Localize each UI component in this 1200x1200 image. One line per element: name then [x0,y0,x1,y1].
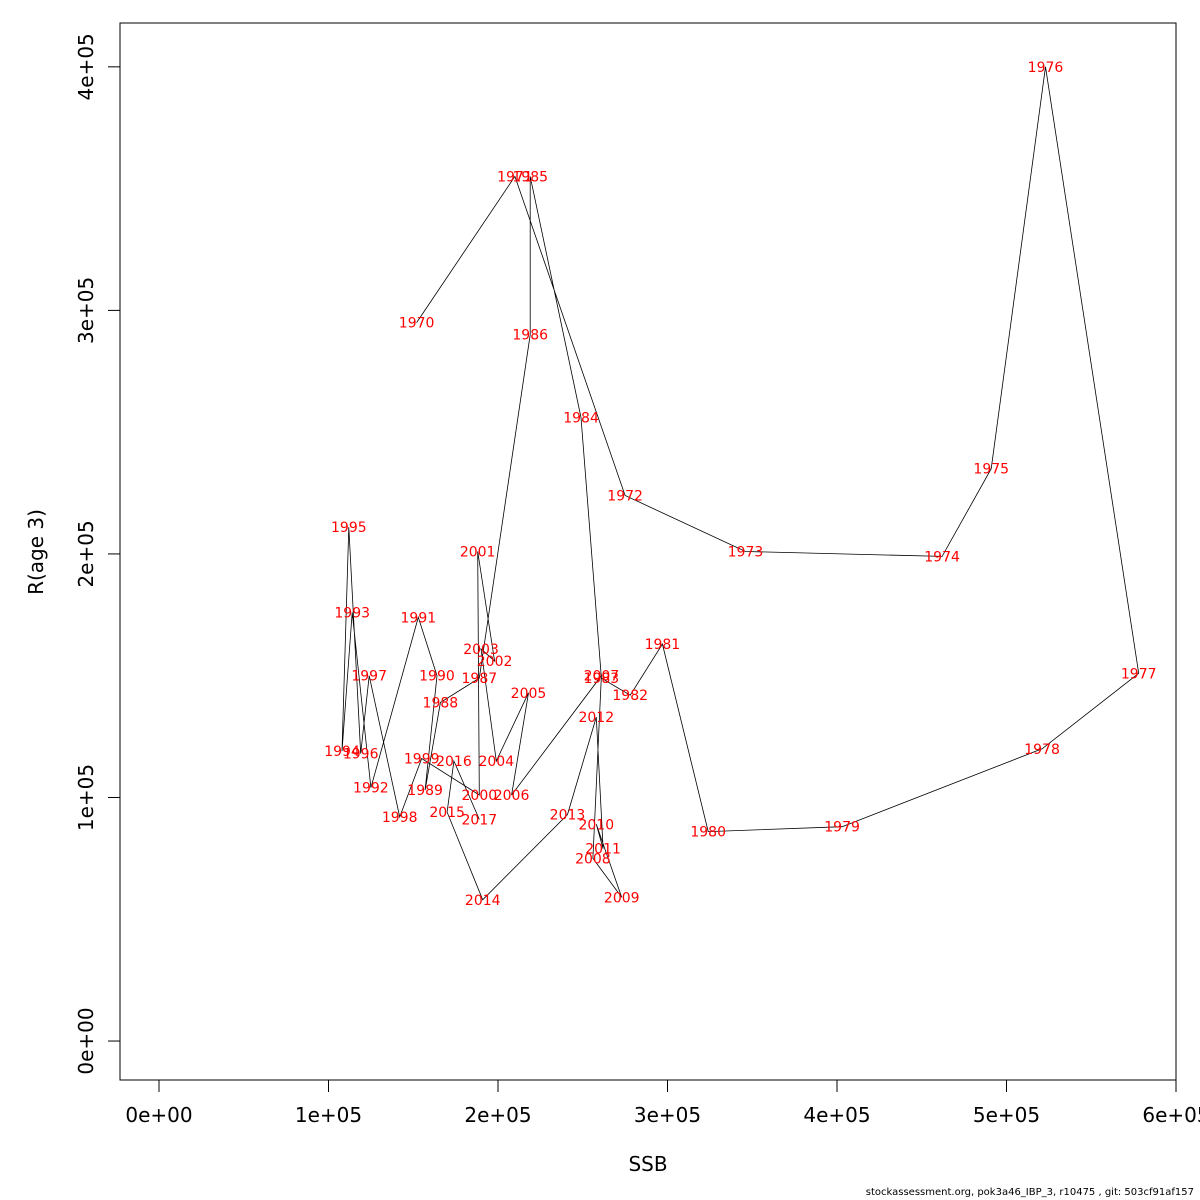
year-label: 1987 [462,671,498,687]
year-label: 2000 [462,788,498,804]
x-tick-label: 3e+05 [634,1103,701,1127]
year-label: 2001 [460,545,496,561]
year-label: 1998 [382,810,418,826]
year-label: 1997 [351,669,387,685]
x-tick-label: 2e+05 [464,1103,531,1127]
year-label: 2014 [465,893,501,909]
year-label: 1977 [1121,666,1157,682]
year-label: 2012 [578,710,614,726]
y-axis-title: R(age 3) [24,509,48,595]
y-tick-label: 3e+05 [74,277,98,344]
year-label: 1990 [419,669,455,685]
year-label: 1971 [497,169,533,185]
year-label: 1995 [331,520,367,536]
series-line [341,66,1140,901]
y-tick-label: 2e+05 [74,520,98,587]
year-label: 1973 [728,545,764,561]
y-tick-label: 0e+00 [74,1007,98,1074]
year-label: 1988 [423,696,459,712]
year-label: 1985 [512,169,548,185]
x-tick-label: 0e+00 [125,1103,192,1127]
year-label: 1976 [1028,60,1064,76]
x-tick-label: 1e+05 [295,1103,362,1127]
year-label: 2005 [511,686,547,702]
year-label: 1981 [645,637,681,653]
footer-credit: stockassessment.org, pok3a46_IBP_3, r104… [865,1187,1194,1198]
plot-frame [119,22,1177,1081]
year-label: 2015 [429,805,465,821]
year-label: 1974 [924,549,960,565]
year-label: 2009 [604,890,640,906]
y-tick-label: 4e+05 [74,33,98,100]
year-label: 2013 [550,808,586,824]
year-label: 2008 [575,851,611,867]
year-label: 1979 [824,820,860,836]
year-label: 2003 [463,642,499,658]
year-label: 1970 [399,316,435,332]
year-label: 1989 [407,783,443,799]
year-label: 1996 [343,747,379,763]
x-tick-label: 5e+05 [973,1103,1040,1127]
x-tick-label: 4e+05 [803,1103,870,1127]
x-tick-label: 6e+05 [1142,1103,1200,1127]
year-label: 2010 [578,817,614,833]
year-label: 2017 [462,812,498,828]
year-label: 1982 [612,688,648,704]
year-label: 1984 [563,411,599,427]
year-label: 1993 [334,605,370,621]
year-label: 1978 [1024,742,1060,758]
trajectory-line [341,66,1140,901]
year-label: 1999 [404,752,440,768]
year-label: 1972 [607,488,643,504]
point-labels: 1970 1971 1972 1973 1974 1975 1976 1977 1978 1979… [324,60,1156,909]
year-label: 1992 [353,781,389,797]
year-label: 1994 [324,744,360,760]
year-label: 1983 [584,671,620,687]
year-label: 2004 [478,754,514,770]
year-label: 2002 [477,654,513,670]
year-label: 1975 [973,462,1009,478]
year-label: 2006 [494,788,530,804]
y-tick-label: 1e+05 [74,764,98,831]
x-axis-title: SSB [628,1152,667,1176]
year-label: 1980 [690,825,726,841]
y-axis: 0e+00 1e+05 2e+05 3e+05 4e+05 [74,33,121,1075]
x-axis: 0e+00 1e+05 2e+05 3e+05 4e+05 5e+05 6e+05 [125,1079,1200,1127]
year-label: 2016 [436,754,472,770]
year-label: 2011 [585,842,621,858]
year-label: 1986 [512,328,548,344]
year-label: 1991 [401,610,437,626]
year-label: 2007 [584,669,620,685]
